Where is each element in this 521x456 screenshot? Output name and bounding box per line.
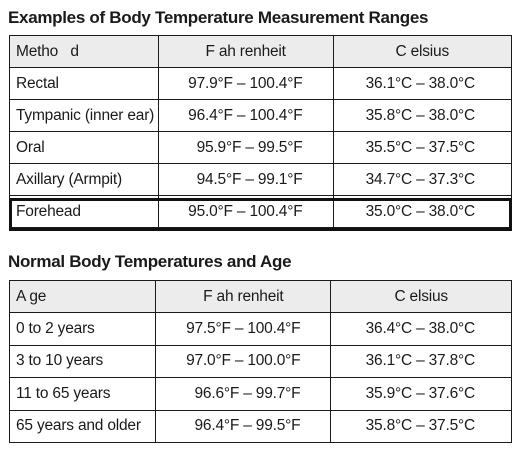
table-row: Tympanic (inner ear) 96.4°F – 100.4°F 35… [9,99,512,132]
table-row-highlighted: Forehead 95.0°F – 100.4°F 35.0°C – 38.0°… [9,195,512,228]
table-row: Oral 95.9°F – 99.5°F 35.5°C – 37.5°C [9,131,512,164]
celsius-cell: 35.5°C – 37.5°C [332,131,512,164]
fahrenheit-cell: 94.5°F – 99.1°F [157,163,334,196]
table-header-row: A ge F ah renheit C elsius [8,280,512,313]
column-header-celsius: C elsius [330,280,512,313]
table-row: 3 to 10 years 97.0°F – 100.0°F 36.1°C – … [8,344,512,378]
fahrenheit-cell: 97.5°F – 100.4°F [155,312,332,346]
method-cell: Axillary (Armpit) [9,163,159,196]
fahrenheit-cell: 95.0°F – 100.4°F [157,195,334,228]
table-row: 65 years and older 96.4°F – 99.5°F 35.8°… [8,409,512,443]
method-cell: Tympanic (inner ear) [9,99,159,132]
celsius-cell: 36.1°C – 37.8°C [330,344,512,378]
table-row: 0 to 2 years 97.5°F – 100.4°F 36.4°C – 3… [8,312,512,346]
fahrenheit-cell: 95.9°F – 99.5°F [157,131,334,164]
table-row: Axillary (Armpit) 94.5°F – 99.1°F 34.7°C… [9,163,512,196]
table-header-row: Metho d F ah renheit C elsius [9,35,512,68]
fahrenheit-cell: 96.4°F – 99.5°F [155,409,332,443]
fahrenheit-cell: 96.6°F – 99.7°F [155,377,332,411]
column-header-fahrenheit: F ah renheit [157,35,334,68]
method-cell: Forehead [9,195,159,228]
celsius-cell: 36.1°C – 38.0°C [332,67,512,100]
column-header-method: Metho d [9,35,159,68]
celsius-cell: 35.0°C – 38.0°C [332,195,512,228]
column-header-celsius: C elsius [332,35,512,68]
age-temperatures-table: A ge F ah renheit C elsius 0 to 2 years … [8,280,512,443]
age-temperatures-title: Normal Body Temperatures and Age [8,252,292,271]
fahrenheit-cell: 97.0°F – 100.0°F [155,344,332,378]
celsius-cell: 34.7°C – 37.3°C [332,163,512,196]
method-cell: Oral [9,131,159,164]
table-row: 11 to 65 years 96.6°F – 99.7°F 35.9°C – … [8,377,512,411]
fahrenheit-cell: 96.4°F – 100.4°F [157,99,334,132]
age-cell: 65 years and older [8,409,157,443]
celsius-cell: 36.4°C – 38.0°C [330,312,512,346]
column-header-fahrenheit: F ah renheit [155,280,332,313]
celsius-cell: 35.8°C – 38.0°C [332,99,512,132]
age-cell: 3 to 10 years [8,344,157,378]
table-row: Rectal 97.9°F – 100.4°F 36.1°C – 38.0°C [9,67,512,100]
fahrenheit-cell: 97.9°F – 100.4°F [157,67,334,100]
age-cell: 0 to 2 years [8,312,157,346]
celsius-cell: 35.8°C – 37.5°C [330,409,512,443]
celsius-cell: 35.9°C – 37.6°C [330,377,512,411]
column-header-age: A ge [8,280,157,313]
measurement-ranges-table: Metho d F ah renheit C elsius Rectal 97.… [9,35,512,228]
method-cell: Rectal [9,67,159,100]
age-cell: 11 to 65 years [8,377,157,411]
measurement-ranges-title: Examples of Body Temperature Measurement… [8,8,429,27]
